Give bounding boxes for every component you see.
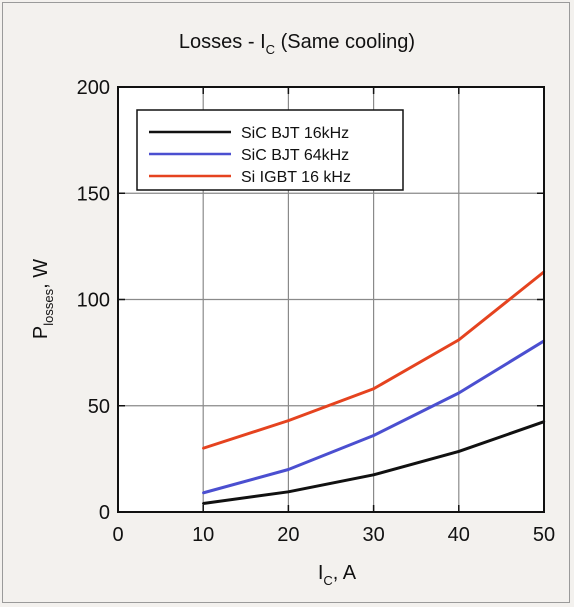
y-tick-label-0: 0 (99, 502, 110, 524)
x-axis-label-main: I (318, 562, 324, 584)
losses-line-chart: Losses - IC (Same cooling) 0 10 20 30 40 5005… (30, 31, 556, 588)
legend-label-1: SiC BJT 64kHz (241, 147, 349, 164)
x-tick-label-4: 40 (448, 524, 470, 546)
axis-ticks: 0 10 20 30 40 50 0 50 100 150 200 (77, 77, 556, 546)
x-tick-label-1: 10 (192, 524, 214, 546)
y-tick-label-2: 100 (77, 290, 110, 312)
series-1-point-1 (287, 468, 290, 471)
chart-title: Losses - IC (Same cooling) (179, 31, 415, 57)
series-2-point-3 (457, 338, 460, 342)
chart-title-sub: C (266, 42, 275, 57)
series-0-point-0 (202, 502, 205, 505)
y-axis-label-sub: losses (41, 288, 56, 325)
series-2-point-2 (372, 387, 375, 390)
legend-label-2: Si IGBT 16 kHz (241, 169, 351, 186)
series-2-point-1 (287, 419, 290, 422)
series-0-point-3 (457, 450, 460, 453)
x-tick-label-0: 0 (112, 524, 123, 546)
series-0-point-1 (287, 490, 290, 494)
chart-title-main: Losses - I (179, 31, 266, 53)
series-2-point-0 (202, 447, 205, 450)
chart-title-suffix: (Same cooling) (275, 31, 415, 53)
series-layer (202, 270, 546, 505)
series-1-point-0 (202, 491, 205, 495)
y-tick-label-3: 150 (77, 183, 110, 205)
y-axis-label-suffix: , W (30, 259, 52, 289)
legend: SiC BJT 16kHz SiC BJT 64kHz Si IGBT 16 kHz (136, 109, 404, 191)
x-tick-label-2: 20 (277, 524, 299, 546)
x-axis-label-sub: C (323, 573, 332, 588)
y-tick-label-4: 200 (77, 77, 110, 99)
x-axis-label-suffix: , A (333, 562, 357, 584)
legend-items: SiC BJT 16kHz SiC BJT 64kHz Si IGBT 16 kHz (149, 125, 351, 186)
y-tick-label-1: 50 (88, 396, 110, 418)
figure-frame: Losses - IC (Same cooling) 0 10 20 30 40 50 0 5… (2, 2, 570, 603)
series-0-point-2 (372, 473, 375, 477)
x-tick-label-5: 50 (533, 524, 555, 546)
series-1-point-3 (457, 391, 460, 395)
y-axis-label: Plosses, W (30, 259, 56, 339)
x-tick-label-3: 30 (362, 524, 384, 546)
y-axis-label-main: P (30, 326, 52, 339)
series-1-point-2 (372, 434, 375, 437)
legend-label-0: SiC BJT 16kHz (241, 125, 349, 142)
x-axis-label: IC, A (318, 562, 357, 588)
